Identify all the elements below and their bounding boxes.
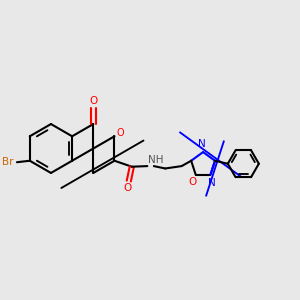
Text: O: O [117,128,124,138]
Text: O: O [188,177,196,187]
Text: N: N [208,178,216,188]
Text: N: N [198,139,206,148]
Text: O: O [123,183,131,194]
Text: O: O [89,96,98,106]
Text: Br: Br [2,157,14,167]
Text: NH: NH [148,154,164,165]
